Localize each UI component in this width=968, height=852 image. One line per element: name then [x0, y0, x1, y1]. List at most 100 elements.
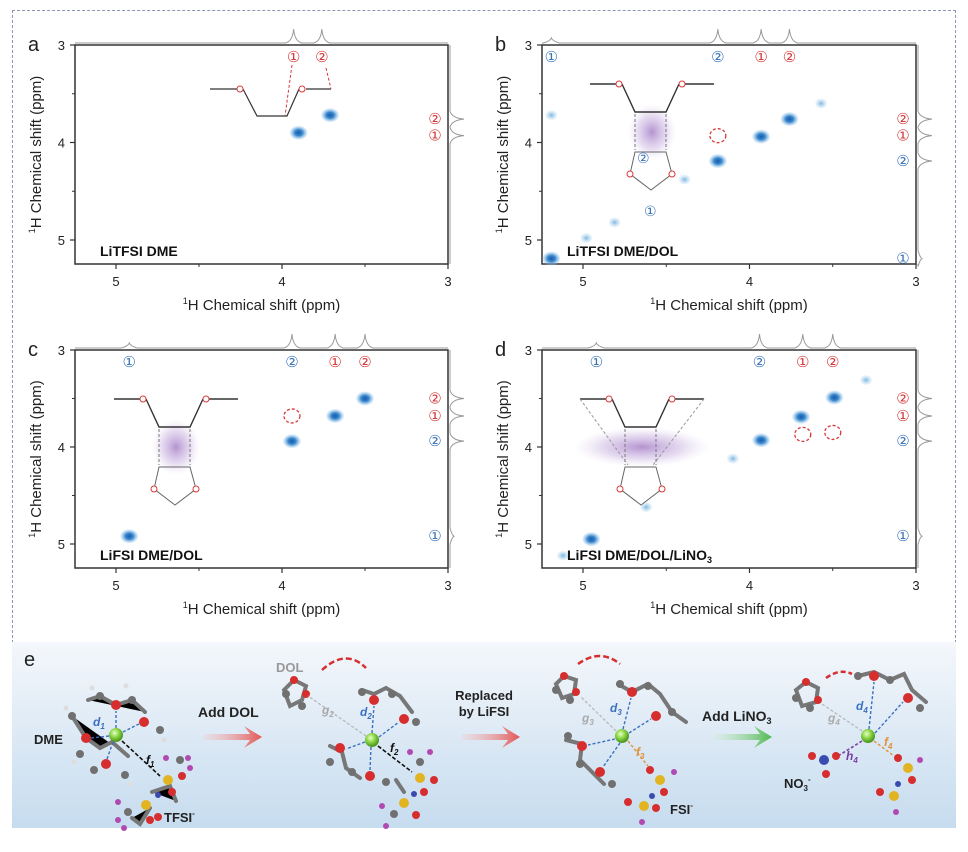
oxygen-atom	[192, 485, 200, 493]
dme-dol-structure-inset	[114, 395, 238, 506]
plot-area	[74, 44, 449, 265]
arrow-right-icon	[462, 726, 520, 748]
top-1d-spectrum	[542, 333, 916, 349]
peak-marker-dol-2: ②	[896, 152, 909, 170]
noe-arrows	[634, 114, 667, 150]
y-axis-label: 1H Chemical shift (ppm)	[494, 76, 512, 234]
peak-marker-dme-2: ②	[896, 110, 909, 128]
peak-marker-dol-1: ①	[590, 353, 603, 371]
fsi-label: FSI-	[670, 801, 693, 817]
li-ion	[365, 733, 379, 747]
dol-ring	[629, 151, 673, 191]
y-tick-label: 5	[525, 537, 532, 552]
y-tick-label: 5	[58, 537, 65, 552]
dme-bonds	[114, 398, 238, 428]
interaction-glow	[152, 419, 200, 475]
cross-peak	[356, 391, 374, 406]
peak-marker-dme-1: ①	[896, 127, 909, 145]
dashed-circle-marker	[283, 408, 301, 424]
dol-proton-marker-2: ②	[637, 151, 650, 167]
peak-marker-dme-1: ①	[428, 127, 441, 145]
peak-marker-dme-2: ②	[783, 48, 796, 66]
step-label-add-lino3: Add LiNO3	[702, 708, 772, 726]
panel-label-e: e	[24, 649, 35, 671]
oxygen-atom	[139, 717, 149, 727]
x-tick-label: 5	[579, 578, 586, 593]
cross-peak	[326, 408, 345, 423]
y-tick-label: 3	[58, 343, 65, 358]
distance-label-f2: f2	[390, 741, 399, 757]
cross-peak	[289, 125, 308, 140]
oxygen-atom	[298, 85, 306, 93]
oxygen-atom	[111, 700, 121, 710]
cross-peak	[726, 453, 739, 464]
step-label-add-dol: Add DOL	[198, 704, 259, 720]
peak-marker-dme-1: ①	[328, 353, 341, 371]
nmr-panel-c: c 5 4 3 3 4 5 1H Chemical shift (ppm) 1H Chemica…	[27, 333, 465, 618]
peak-marker-dol-2: ②	[285, 353, 298, 371]
distance-label-g4: g4	[827, 711, 840, 727]
right-1d-spectrum	[449, 45, 465, 264]
peak-marker-dme-2: ②	[896, 390, 909, 408]
y-axis-label: 1H Chemical shift (ppm)	[27, 380, 45, 538]
arrow-right-icon	[204, 726, 262, 748]
peak-marker-dme-1: ①	[896, 407, 909, 425]
nmr-panel-d: d 5 4 3 3 4 5 1H Chemical shift (ppm) 1H Chemica…	[494, 333, 933, 618]
peak-marker-dol-1: ①	[545, 48, 558, 66]
peak-marker-dme-2: ②	[315, 48, 328, 66]
oxygen-atom	[81, 733, 91, 743]
li-ion	[615, 729, 629, 743]
cross-peak	[120, 529, 139, 544]
peak-marker-dme-2: ②	[428, 110, 441, 128]
right-1d-spectrum	[449, 350, 465, 568]
panel-label-d: d	[495, 339, 506, 361]
oxygen-atom	[101, 759, 111, 769]
oxygen-atom	[658, 485, 666, 493]
sample-title: LiTFSI DME	[100, 243, 178, 259]
peak-marker-dol-1: ①	[428, 527, 441, 545]
peak-marker-dme-2: ②	[826, 353, 839, 371]
oxygen-atom	[605, 395, 613, 403]
panel-label-a: a	[28, 34, 40, 56]
cluster-3-dme-dol-fsi: g3 d3 f3 FSI-	[552, 654, 693, 825]
cross-peak	[545, 110, 558, 121]
distance-label-d2: d2	[360, 705, 372, 721]
peak-marker-dol-1: ①	[896, 250, 909, 268]
x-tick-label: 5	[579, 274, 586, 289]
step-label-replaced: Replaced by LiFSI	[455, 688, 513, 719]
x-axis-label: 1H Chemical shift (ppm)	[183, 600, 341, 618]
oxygen-atom	[678, 80, 686, 88]
distance-label-f4: f4	[884, 735, 893, 751]
dol-proton-marker-1: ①	[644, 204, 657, 220]
cross-peak	[792, 409, 811, 424]
x-axis-label: 1H Chemical shift (ppm)	[650, 296, 808, 314]
x-tick-label: 4	[278, 578, 285, 593]
exchange-arrow	[577, 654, 621, 666]
y-tick-label: 3	[58, 38, 65, 53]
x-tick-label: 5	[112, 578, 119, 593]
peak-marker-dol-2: ②	[896, 432, 909, 450]
plot-area	[74, 349, 449, 569]
dashed-circle-marker	[709, 128, 727, 144]
x-tick-label: 4	[278, 274, 285, 289]
distance-label-g2: g2	[321, 703, 334, 719]
exchange-arrow	[825, 670, 853, 680]
panel-label-c: c	[28, 339, 38, 361]
cross-peak	[321, 108, 340, 123]
cross-peak	[780, 112, 799, 127]
cross-peak	[752, 433, 771, 448]
x-tick-label: 3	[444, 578, 451, 593]
dol-ring	[153, 466, 197, 506]
peak-marker-dol-1: ①	[123, 353, 136, 371]
peak-marker-dol-2: ②	[753, 353, 766, 371]
oxygen-atom	[202, 395, 210, 403]
oxygen-atom	[139, 395, 147, 403]
interaction-glow	[574, 427, 710, 467]
right-1d-spectrum	[917, 45, 933, 267]
y-axis-label: 1H Chemical shift (ppm)	[494, 380, 512, 538]
right-1d-spectrum	[917, 350, 933, 568]
li-ion	[861, 729, 875, 743]
peak-marker-dol-2: ②	[711, 48, 724, 66]
x-tick-label: 3	[912, 274, 919, 289]
dme-structure-inset	[210, 64, 332, 117]
